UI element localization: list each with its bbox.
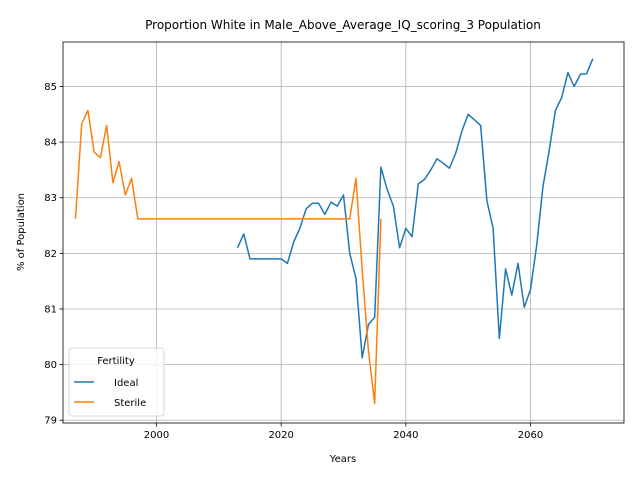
x-axis-label: Years — [329, 454, 356, 465]
y-tick-label: 82 — [44, 249, 57, 260]
x-tick-label: 2040 — [393, 430, 418, 441]
x-tick-label: 2060 — [518, 430, 543, 441]
y-tick-label: 83 — [44, 193, 57, 204]
legend-box — [68, 347, 165, 417]
grid-lines — [63, 42, 624, 423]
y-tick-label: 80 — [44, 360, 57, 371]
y-tick-label: 81 — [44, 304, 57, 315]
legend-label-sterile: Sterile — [114, 398, 146, 409]
y-axis-label: % of Population — [16, 193, 27, 271]
x-tick-label: 2020 — [268, 430, 293, 441]
legend: Fertility Ideal Sterile — [68, 347, 165, 417]
series-lines — [74, 58, 594, 405]
chart-title: Proportion White in Male_Above_Average_I… — [145, 18, 541, 32]
x-axis-ticks: 2000 2020 2040 2060 — [144, 423, 543, 441]
y-tick-label: 85 — [44, 82, 57, 93]
y-tick-label: 84 — [44, 138, 57, 149]
series-line-ideal — [236, 58, 594, 359]
plot-frame — [62, 41, 625, 424]
x-tick-label: 2000 — [144, 430, 169, 441]
y-tick-label: 79 — [44, 416, 57, 427]
legend-title: Fertility — [97, 356, 135, 367]
legend-label-ideal: Ideal — [114, 378, 138, 389]
y-axis-ticks: 79 80 81 82 83 84 85 — [44, 82, 63, 427]
series-line-sterile — [74, 109, 382, 405]
